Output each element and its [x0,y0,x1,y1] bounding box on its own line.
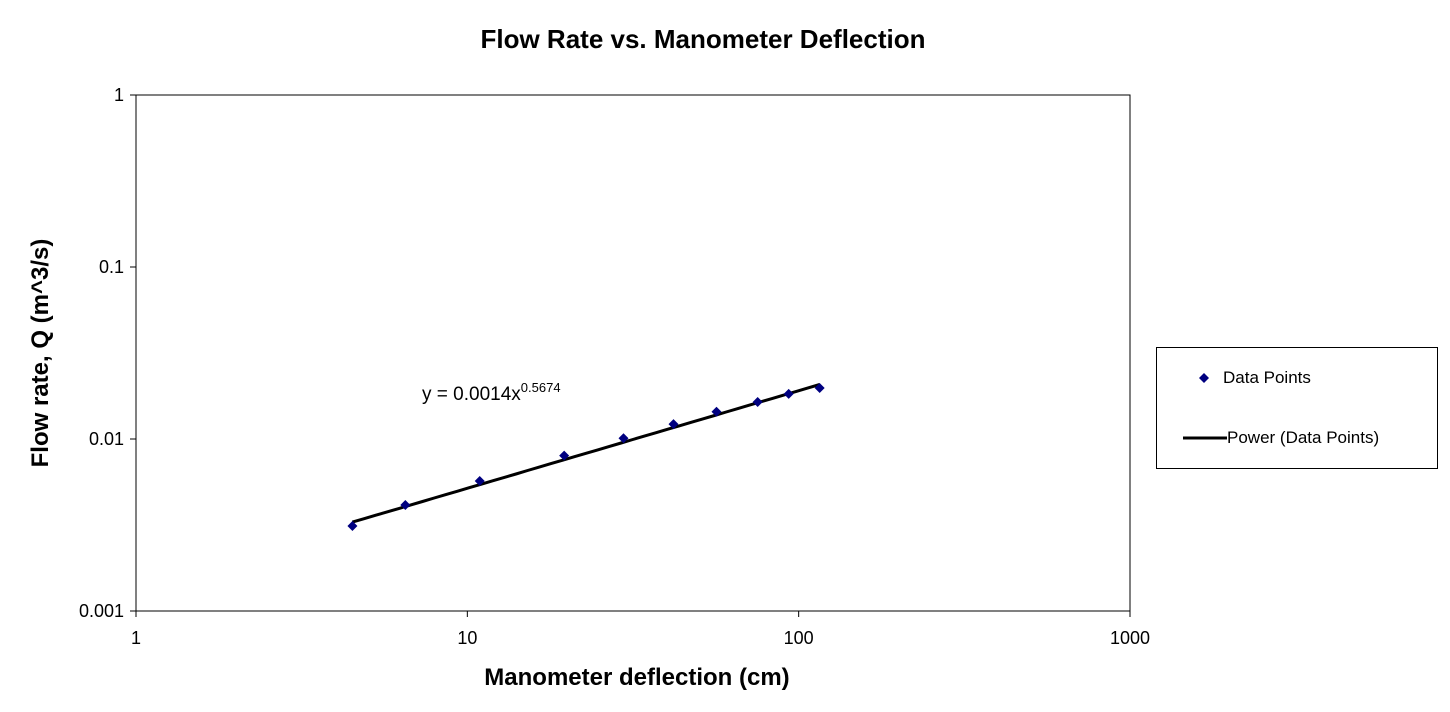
legend-label: Power (Data Points) [1227,428,1380,447]
legend-item-power: Power (Data Points) [1183,428,1379,448]
y-tick-label: 0.001 [79,601,124,621]
data-point [618,433,629,444]
data-point [347,521,358,532]
y-tick-label: 1 [114,85,124,105]
data-point [668,419,679,430]
legend-item-data-points: Data Points [1197,368,1311,388]
y-tick-label: 0.1 [99,257,124,277]
x-axis-label: Manometer deflection (cm) [484,664,789,691]
trendline [351,383,821,524]
y-axis-label: Flow rate, Q (m^3/s) [27,239,54,468]
diamond-marker-icon [1199,373,1209,383]
data-point [752,397,763,408]
data-point [711,406,722,417]
line-marker-icon [1183,436,1227,440]
x-tick-label: 10 [457,628,477,648]
data-point [400,500,411,511]
legend: Data Points Power (Data Points) [1156,347,1438,469]
x-tick-label: 1000 [1110,628,1150,648]
plot-area [135,94,1131,612]
x-tick-label: 100 [784,628,814,648]
data-point [559,450,570,461]
chart-title: Flow Rate vs. Manometer Deflection [481,24,926,54]
data-point [474,475,485,486]
y-tick-label: 0.01 [89,429,124,449]
trendline-equation: y = 0.0014x0.5674 [422,380,561,405]
legend-label: Data Points [1223,368,1311,387]
data-point [814,382,825,393]
x-tick-label: 1 [131,628,141,648]
data-point [783,388,794,399]
